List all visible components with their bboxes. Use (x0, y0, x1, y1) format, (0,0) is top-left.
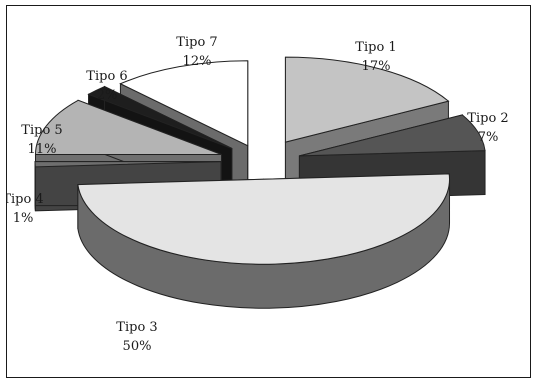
slice-percent-tipo-1: 17% (362, 59, 391, 74)
slices-layer (34, 56, 486, 309)
slice-tipo-5-top (34, 99, 222, 155)
slice-percent-tipo-2: 7% (478, 130, 499, 145)
slice-percent-tipo-7: 12% (183, 54, 212, 69)
slice-percent-tipo-3: 50% (123, 339, 152, 354)
slice-tipo-1-top (284, 56, 450, 143)
slice-label-tipo-6: Tipo 6 (86, 69, 127, 84)
pie-chart: Tipo 1 17% Tipo 2 7% Tipo 3 50% Tipo 4 1% Tipo 5… (7, 35, 509, 354)
slice-percent-tipo-5: 11% (28, 142, 57, 157)
slice-tipo-4-top (34, 161, 222, 168)
slice-tipo-7-top (119, 60, 249, 147)
slice-label-tipo-3: Tipo 3 (116, 320, 157, 335)
chart-frame: Tipo 1 17% Tipo 2 7% Tipo 3 50% Tipo 4 1% Tipo 5… (6, 5, 531, 378)
slice-label-tipo-7: Tipo 7 (176, 35, 217, 50)
slice-label-tipo-5: Tipo 5 (21, 123, 62, 138)
slice-percent-tipo-4: 1% (13, 211, 34, 226)
slice-tipo-2-top (299, 114, 486, 157)
slice-tipo-6-top (87, 85, 233, 149)
slice-label-tipo-2: Tipo 2 (467, 111, 508, 126)
slice-percent-tipo-6: 2% (97, 88, 118, 103)
slice-tipo-3-top (77, 173, 451, 265)
slice-label-tipo-4: Tipo 4 (7, 192, 44, 207)
slice-label-tipo-1: Tipo 1 (355, 40, 396, 55)
slice-tipo-3 (77, 173, 451, 309)
labels-layer: Tipo 1 17% Tipo 2 7% Tipo 3 50% Tipo 4 1% Tipo 5… (7, 35, 509, 354)
